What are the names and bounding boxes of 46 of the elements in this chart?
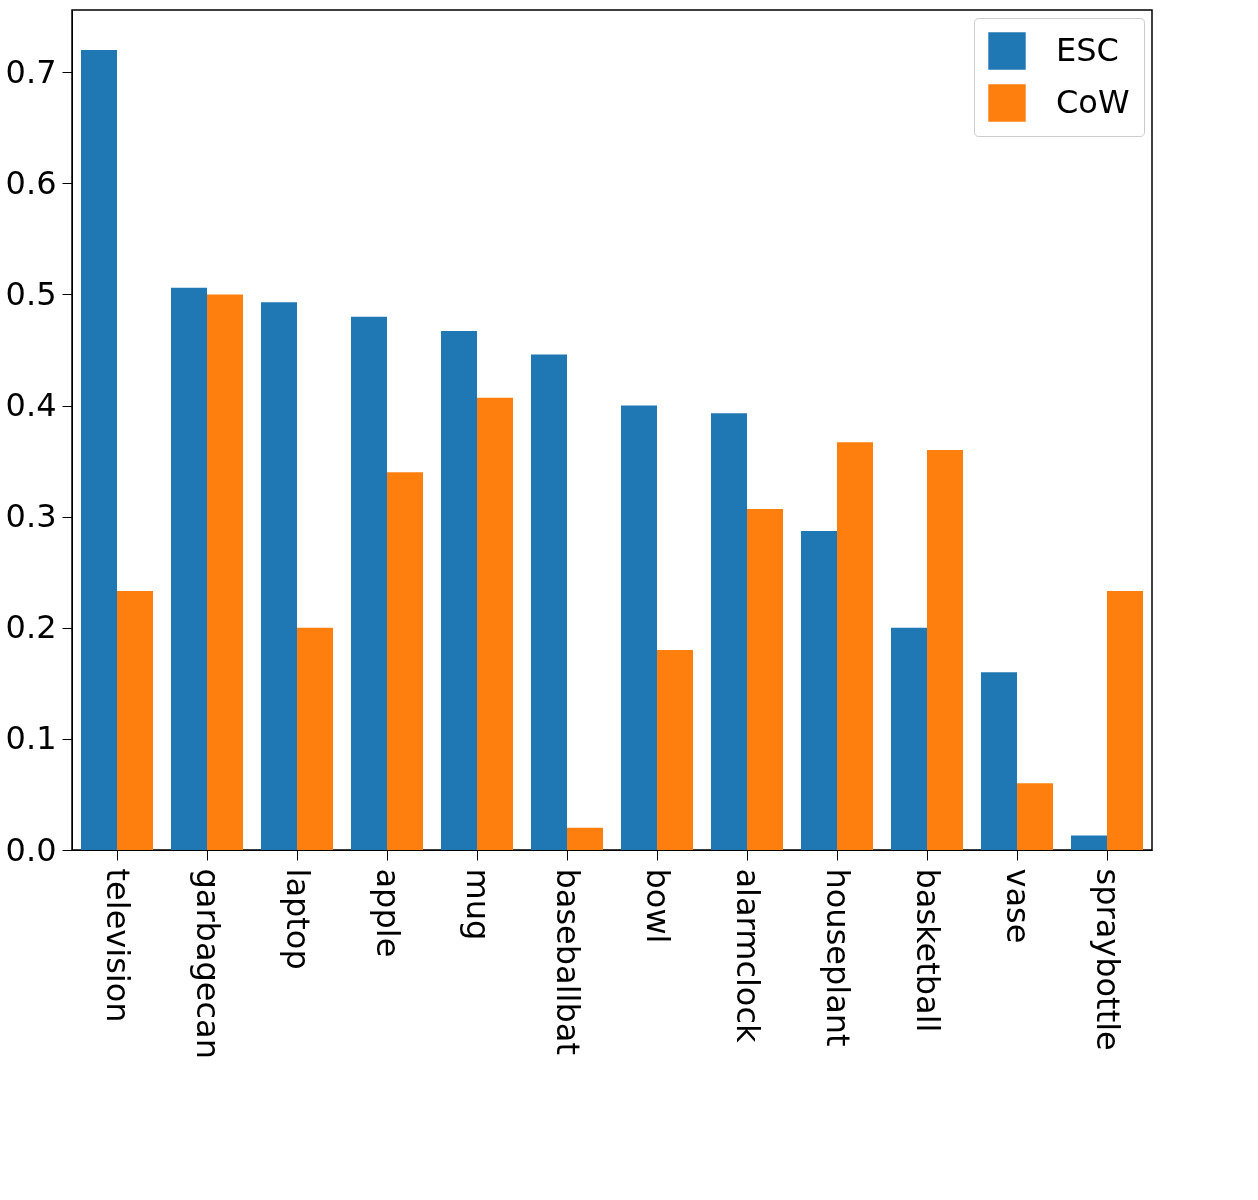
x-tick-label: basketball (909, 868, 947, 1033)
bar (981, 672, 1017, 850)
bar (351, 316, 387, 850)
legend-label: ESC (1056, 31, 1119, 69)
bar (477, 397, 513, 850)
y-tick-label: 0.1 (5, 719, 57, 758)
bar (567, 827, 603, 850)
bar (711, 413, 747, 850)
y-tick-label: 0.3 (5, 497, 57, 536)
bar (891, 627, 927, 850)
x-tick-label: baseballbat (549, 868, 587, 1055)
bar (927, 450, 963, 850)
y-tick-label: 0.6 (5, 163, 57, 202)
y-tick-label: 0.4 (5, 386, 57, 425)
x-tick-label: laptop (279, 868, 317, 970)
y-tick-label: 0.0 (5, 830, 57, 869)
bar (747, 508, 783, 850)
bar (207, 294, 243, 850)
x-tick-label: mug (459, 868, 497, 941)
bar (441, 331, 477, 850)
bar (117, 591, 153, 850)
y-tick-label: 0.5 (5, 274, 57, 313)
bar (297, 627, 333, 850)
x-tick-label: spraybottle (1089, 868, 1127, 1051)
bar (81, 50, 117, 850)
bar (621, 405, 657, 850)
bar (261, 302, 297, 850)
bar (1071, 835, 1107, 850)
x-tick-label: houseplant (819, 868, 857, 1047)
bar (531, 354, 567, 850)
bar (837, 442, 873, 850)
bar (387, 472, 423, 850)
x-tick-label: television (99, 868, 137, 1023)
y-tick-label: 0.2 (5, 608, 57, 647)
x-tick-label: alarmclock (729, 868, 767, 1044)
x-tick-label: vase (999, 868, 1037, 944)
bar (171, 287, 207, 850)
x-tick-label: bowl (639, 868, 677, 944)
bar (1107, 591, 1143, 850)
x-tick-label: apple (369, 868, 407, 958)
x-tick-label: garbagecan (189, 868, 227, 1059)
y-tick-label: 0.7 (5, 52, 57, 91)
bar (801, 531, 837, 850)
legend-label: CoW (1056, 83, 1130, 121)
bar (657, 650, 693, 850)
bar (1017, 783, 1053, 850)
